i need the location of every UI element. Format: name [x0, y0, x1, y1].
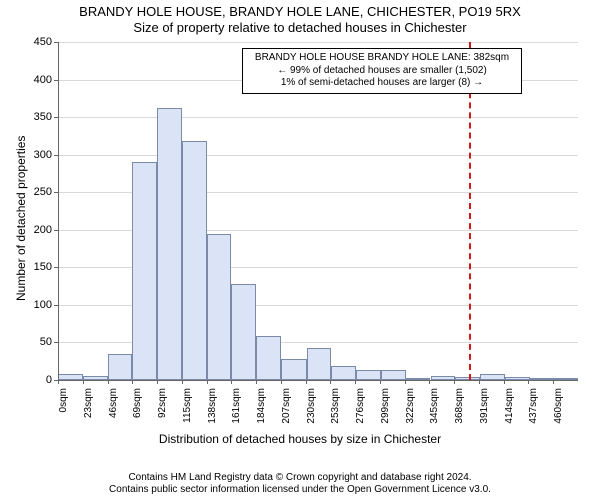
x-tick-mark [256, 380, 257, 384]
histogram-bar [207, 234, 232, 380]
x-tick-label: 138sqm [207, 388, 218, 436]
x-tick-label: 230sqm [306, 388, 317, 436]
x-tick-mark [355, 380, 356, 384]
y-tick-mark [54, 305, 58, 306]
x-tick-label: 299sqm [380, 388, 391, 436]
x-tick-mark [429, 380, 430, 384]
x-tick-label: 414sqm [504, 388, 515, 436]
annotation-line3: 1% of semi-detached houses are larger (8… [249, 77, 515, 90]
x-tick-label: 368sqm [454, 388, 465, 436]
y-tick-mark [54, 42, 58, 43]
x-tick-mark [231, 380, 232, 384]
x-tick-mark [83, 380, 84, 384]
annotation-line1: BRANDY HOLE HOUSE BRANDY HOLE LANE: 382s… [249, 52, 515, 65]
gridline-h [58, 155, 578, 156]
histogram-bar [157, 108, 182, 380]
y-tick-label: 100 [28, 299, 52, 311]
histogram-bar [307, 348, 332, 380]
footer-line2: Contains public sector information licen… [0, 484, 600, 496]
x-tick-label: 207sqm [281, 388, 292, 436]
x-tick-label: 391sqm [479, 388, 490, 436]
x-tick-mark [306, 380, 307, 384]
y-tick-label: 450 [28, 36, 52, 48]
y-tick-label: 200 [28, 224, 52, 236]
histogram-bar [256, 336, 281, 380]
y-tick-mark [54, 342, 58, 343]
x-tick-mark [380, 380, 381, 384]
x-tick-label: 92sqm [157, 388, 168, 436]
x-tick-mark [281, 380, 282, 384]
x-tick-label: 253sqm [330, 388, 341, 436]
y-tick-label: 350 [28, 111, 52, 123]
y-tick-mark [54, 230, 58, 231]
gridline-h [58, 117, 578, 118]
y-tick-label: 150 [28, 261, 52, 273]
x-tick-label: 0sqm [58, 388, 69, 436]
x-tick-mark [207, 380, 208, 384]
y-tick-label: 300 [28, 149, 52, 161]
x-tick-mark [157, 380, 158, 384]
chart-title-line1: BRANDY HOLE HOUSE, BRANDY HOLE LANE, CHI… [0, 4, 600, 19]
y-tick-label: 250 [28, 186, 52, 198]
x-tick-mark [504, 380, 505, 384]
y-tick-mark [54, 155, 58, 156]
footer-line1: Contains HM Land Registry data © Crown c… [0, 472, 600, 484]
x-tick-mark [108, 380, 109, 384]
histogram-bar [281, 359, 307, 380]
x-tick-label: 322sqm [405, 388, 416, 436]
y-tick-label: 0 [28, 374, 52, 386]
x-tick-mark [330, 380, 331, 384]
x-tick-label: 69sqm [132, 388, 143, 436]
x-tick-mark [528, 380, 529, 384]
x-tick-mark [182, 380, 183, 384]
y-axis-label: Number of detached properties [14, 136, 28, 301]
y-tick-label: 400 [28, 74, 52, 86]
y-tick-mark [54, 80, 58, 81]
x-tick-mark [454, 380, 455, 384]
x-tick-mark [132, 380, 133, 384]
histogram-bar [231, 284, 256, 380]
histogram-bar [132, 162, 157, 380]
x-tick-mark [58, 380, 59, 384]
x-axis-line [58, 380, 578, 381]
annotation-box: BRANDY HOLE HOUSE BRANDY HOLE LANE: 382s… [242, 48, 522, 94]
y-tick-mark [54, 192, 58, 193]
y-axis-line [58, 42, 59, 380]
annotation-line2: ← 99% of detached houses are smaller (1,… [249, 65, 515, 78]
y-tick-label: 50 [28, 336, 52, 348]
x-tick-mark [553, 380, 554, 384]
x-tick-label: 161sqm [231, 388, 242, 436]
x-tick-label: 460sqm [553, 388, 564, 436]
x-tick-mark [479, 380, 480, 384]
x-tick-label: 23sqm [83, 388, 94, 436]
x-tick-mark [405, 380, 406, 384]
histogram-bar [182, 141, 207, 380]
x-tick-label: 276sqm [355, 388, 366, 436]
y-tick-mark [54, 267, 58, 268]
chart-title-line2: Size of property relative to detached ho… [0, 20, 600, 35]
histogram-bar [381, 370, 406, 381]
x-tick-label: 184sqm [256, 388, 267, 436]
histogram-bar [108, 354, 133, 380]
x-tick-label: 115sqm [182, 388, 193, 436]
x-tick-label: 437sqm [528, 388, 539, 436]
y-tick-mark [54, 117, 58, 118]
histogram-bar [331, 366, 356, 380]
footer-attribution: Contains HM Land Registry data © Crown c… [0, 472, 600, 496]
histogram-bar [356, 370, 381, 381]
x-tick-label: 345sqm [429, 388, 440, 436]
x-tick-label: 46sqm [108, 388, 119, 436]
gridline-h [58, 42, 578, 43]
